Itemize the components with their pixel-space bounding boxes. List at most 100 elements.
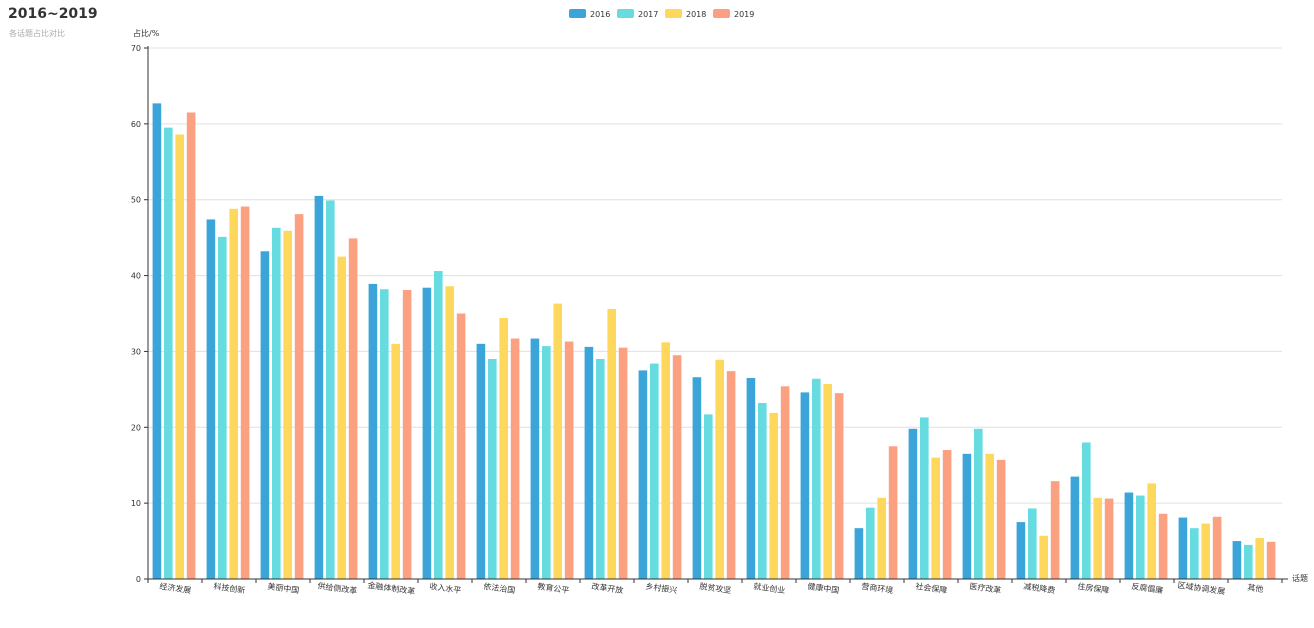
bar-2016-1[interactable] <box>206 219 216 580</box>
bar-2017-12[interactable] <box>812 378 821 579</box>
bar-2017-20[interactable] <box>1244 544 1253 579</box>
bar-2018-14[interactable] <box>931 457 940 579</box>
bar-2016-8[interactable] <box>584 346 594 579</box>
bar-2016-4[interactable] <box>368 283 378 579</box>
x-tick-label: 教育公平 <box>537 581 570 595</box>
bar-2018-17[interactable] <box>1093 497 1102 579</box>
bar-2018-18[interactable] <box>1147 483 1156 579</box>
bar-2016-18[interactable] <box>1124 492 1134 579</box>
bar-2017-17[interactable] <box>1082 442 1091 579</box>
bar-2017-4[interactable] <box>380 289 389 579</box>
bar-2019-18[interactable] <box>1158 513 1168 579</box>
y-tick-label: 70 <box>131 44 141 53</box>
legend-item-2016[interactable]: 2016 <box>569 9 610 19</box>
bar-2019-16[interactable] <box>1050 481 1060 579</box>
bar-2018-13[interactable] <box>877 497 886 579</box>
bar-2017-15[interactable] <box>974 428 983 579</box>
bar-2017-1[interactable] <box>218 236 227 580</box>
bar-2016-15[interactable] <box>962 453 972 579</box>
bar-2019-10[interactable] <box>726 371 736 579</box>
bar-2018-10[interactable] <box>715 359 724 579</box>
bar-2018-6[interactable] <box>499 318 508 579</box>
bar-2017-7[interactable] <box>542 346 551 579</box>
x-tick-label: 改革开放 <box>591 581 624 595</box>
x-tick-label: 收入水平 <box>429 581 462 595</box>
bar-2018-1[interactable] <box>229 208 238 579</box>
bar-2016-10[interactable] <box>692 377 702 579</box>
bar-2016-7[interactable] <box>530 338 540 579</box>
bar-2017-9[interactable] <box>650 363 659 579</box>
bar-2019-9[interactable] <box>672 355 682 579</box>
bar-2017-11[interactable] <box>758 403 767 579</box>
bar-2018-7[interactable] <box>553 303 562 579</box>
bar-2018-20[interactable] <box>1255 538 1264 579</box>
bar-2018-15[interactable] <box>985 453 994 579</box>
bar-2019-2[interactable] <box>294 214 304 579</box>
bar-2016-9[interactable] <box>638 370 648 579</box>
bar-2016-13[interactable] <box>854 528 864 579</box>
bar-2017-6[interactable] <box>488 359 497 579</box>
bar-2017-10[interactable] <box>704 414 713 579</box>
bar-2016-2[interactable] <box>260 251 270 579</box>
bar-2019-14[interactable] <box>942 450 952 579</box>
bar-2018-4[interactable] <box>391 343 400 579</box>
bar-2018-12[interactable] <box>823 384 832 579</box>
legend-item-2017[interactable]: 2017 <box>617 9 658 19</box>
bar-2019-6[interactable] <box>510 338 520 579</box>
bar-2017-19[interactable] <box>1190 528 1199 579</box>
bar-2019-20[interactable] <box>1266 541 1276 579</box>
bar-2017-2[interactable] <box>272 227 281 579</box>
bar-2017-0[interactable] <box>164 127 173 580</box>
chart-title: 2016~2019 <box>8 6 98 22</box>
bar-2019-5[interactable] <box>456 313 466 580</box>
bar-2019-13[interactable] <box>888 446 898 579</box>
bar-2019-7[interactable] <box>564 341 574 579</box>
bar-2018-16[interactable] <box>1039 535 1048 579</box>
bar-2016-14[interactable] <box>908 428 918 579</box>
bar-2017-5[interactable] <box>434 271 443 579</box>
bar-2018-8[interactable] <box>607 308 616 579</box>
bar-2017-18[interactable] <box>1136 495 1145 579</box>
bar-2017-13[interactable] <box>866 507 875 579</box>
bar-2017-14[interactable] <box>920 417 929 579</box>
bar-2018-5[interactable] <box>445 286 454 579</box>
bar-2016-20[interactable] <box>1232 541 1242 579</box>
bar-2016-0[interactable] <box>152 103 162 579</box>
bar-2018-0[interactable] <box>175 134 184 579</box>
legend-item-2018[interactable]: 2018 <box>665 9 706 19</box>
bar-2019-15[interactable] <box>996 459 1006 579</box>
bar-2019-0[interactable] <box>186 112 196 579</box>
bar-2019-4[interactable] <box>402 289 412 579</box>
bar-2016-16[interactable] <box>1016 522 1026 579</box>
bar-2019-12[interactable] <box>834 393 844 579</box>
bar-2016-3[interactable] <box>314 195 324 579</box>
x-tick-label: 经济发展 <box>159 581 192 595</box>
x-tick-label: 住房保障 <box>1077 581 1110 595</box>
bar-2016-19[interactable] <box>1178 517 1188 579</box>
bar-2019-1[interactable] <box>240 206 250 579</box>
bar-2016-6[interactable] <box>476 343 486 579</box>
x-tick-label: 社会保障 <box>915 581 948 595</box>
bar-2016-17[interactable] <box>1070 476 1080 579</box>
bar-2017-16[interactable] <box>1028 508 1037 579</box>
bar-2019-8[interactable] <box>618 347 628 579</box>
bar-2016-12[interactable] <box>800 392 810 579</box>
bar-2018-9[interactable] <box>661 342 670 579</box>
bar-2018-2[interactable] <box>283 230 292 579</box>
legend[interactable]: 2016 2017 2018 2019 <box>569 9 754 19</box>
bar-2019-3[interactable] <box>348 238 358 579</box>
bar-2019-11[interactable] <box>780 386 790 579</box>
bar-2019-19[interactable] <box>1212 516 1222 579</box>
bar-2018-19[interactable] <box>1201 523 1210 579</box>
x-tick-label: 美丽中国 <box>267 581 300 595</box>
bar-2017-3[interactable] <box>326 200 335 580</box>
bar-2018-3[interactable] <box>337 256 346 579</box>
legend-label: 2019 <box>734 10 754 19</box>
bar-2019-17[interactable] <box>1104 498 1114 579</box>
legend-item-2019[interactable]: 2019 <box>713 9 754 19</box>
bar-2016-5[interactable] <box>422 287 432 579</box>
bar-2017-8[interactable] <box>596 359 605 579</box>
legend-label: 2017 <box>638 10 658 19</box>
bar-2018-11[interactable] <box>769 412 778 579</box>
bar-2016-11[interactable] <box>746 377 756 579</box>
